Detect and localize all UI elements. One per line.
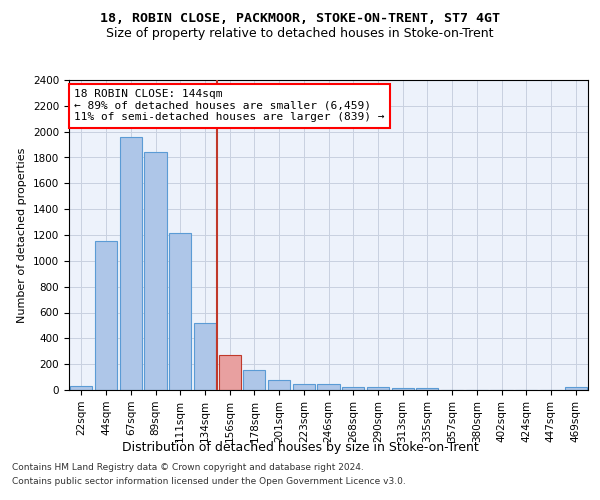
Bar xyxy=(268,380,290,390)
Bar xyxy=(95,242,117,390)
Bar xyxy=(119,137,142,390)
Bar xyxy=(169,233,191,390)
Y-axis label: Number of detached properties: Number of detached properties xyxy=(17,148,28,322)
Bar xyxy=(342,387,364,390)
Text: 18 ROBIN CLOSE: 144sqm
← 89% of detached houses are smaller (6,459)
11% of semi-: 18 ROBIN CLOSE: 144sqm ← 89% of detached… xyxy=(74,90,385,122)
Bar xyxy=(317,384,340,390)
Bar xyxy=(565,388,587,390)
Bar xyxy=(243,370,265,390)
Text: Contains HM Land Registry data © Crown copyright and database right 2024.: Contains HM Land Registry data © Crown c… xyxy=(12,464,364,472)
Text: Size of property relative to detached houses in Stoke-on-Trent: Size of property relative to detached ho… xyxy=(106,28,494,40)
Text: Contains public sector information licensed under the Open Government Licence v3: Contains public sector information licen… xyxy=(12,477,406,486)
Bar xyxy=(392,388,414,390)
Bar xyxy=(293,384,315,390)
Bar xyxy=(145,152,167,390)
Bar xyxy=(194,324,216,390)
Text: Distribution of detached houses by size in Stoke-on-Trent: Distribution of detached houses by size … xyxy=(122,441,478,454)
Bar xyxy=(367,388,389,390)
Bar xyxy=(218,355,241,390)
Bar xyxy=(70,386,92,390)
Text: 18, ROBIN CLOSE, PACKMOOR, STOKE-ON-TRENT, ST7 4GT: 18, ROBIN CLOSE, PACKMOOR, STOKE-ON-TREN… xyxy=(100,12,500,26)
Bar xyxy=(416,388,439,390)
